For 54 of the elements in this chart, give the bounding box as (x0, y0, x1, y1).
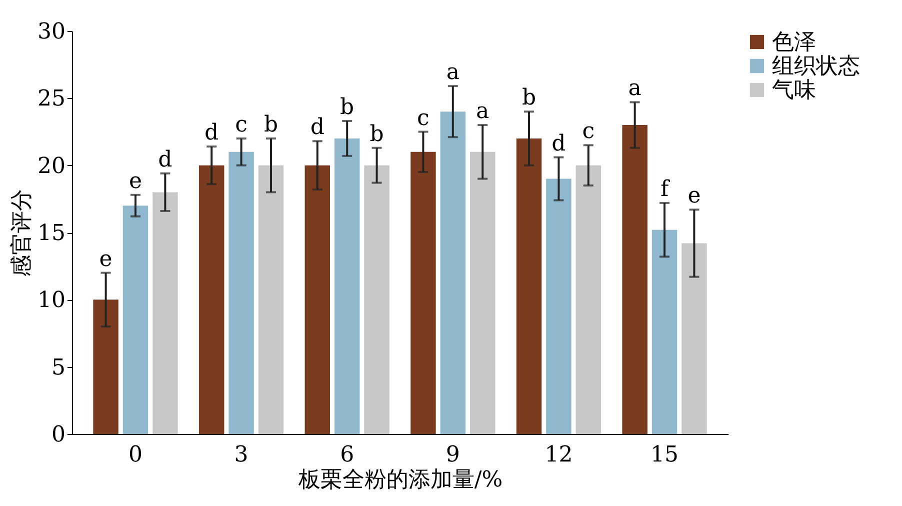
legend-label: 组织状态 (772, 54, 860, 79)
annotation: e (99, 246, 112, 272)
bar (364, 165, 390, 434)
bar (122, 206, 148, 434)
x-tick-label: 3 (234, 442, 248, 468)
y-tick-label: 30 (38, 20, 66, 44)
x-axis-title: 板栗全粉的添加量/% (297, 468, 503, 492)
annotation: a (446, 60, 460, 86)
bar (652, 230, 678, 434)
bar (576, 165, 602, 434)
y-tick-label: 10 (38, 288, 66, 314)
annotation: e (688, 184, 701, 209)
bar (93, 300, 118, 434)
annotation: a (476, 99, 490, 124)
bar (198, 165, 224, 434)
y-axis-title: 感官评分 (10, 189, 35, 277)
x-tick-label: 0 (128, 442, 142, 468)
bar (622, 125, 648, 434)
bar (516, 138, 542, 434)
x-tick-label: 12 (544, 442, 573, 468)
bar (152, 192, 178, 434)
annotation: c (235, 112, 248, 138)
y-tick-label: 0 (52, 422, 66, 448)
bar (546, 178, 572, 434)
bar (304, 165, 330, 434)
y-tick-label: 20 (38, 154, 66, 179)
annotation: b (370, 122, 384, 147)
y-tick-label: 25 (38, 86, 66, 112)
bar (228, 152, 254, 434)
bar (470, 152, 496, 434)
x-tick-label: 15 (650, 442, 679, 468)
annotation: d (158, 147, 172, 172)
annotation: d (310, 115, 324, 140)
annotation: e (128, 168, 142, 194)
annotation: c (582, 119, 595, 144)
annotation: c (417, 106, 430, 131)
bar (410, 152, 436, 434)
bar (258, 165, 284, 434)
annotation: b (522, 86, 536, 111)
y-tick-label: 5 (52, 355, 66, 380)
bar (682, 243, 707, 434)
annotation: d (552, 131, 566, 156)
x-tick-label: 6 (340, 442, 354, 468)
legend-label: 气味 (772, 78, 816, 103)
bar (440, 112, 466, 434)
legend-label: 色泽 (772, 30, 816, 55)
bar (334, 138, 360, 434)
annotation: d (204, 120, 219, 146)
annotation: a (628, 76, 642, 102)
y-tick-label: 15 (38, 221, 66, 246)
annotation: b (264, 112, 278, 138)
annotation: b (340, 95, 354, 120)
annotation: f (660, 176, 670, 202)
x-tick-label: 9 (446, 442, 460, 468)
